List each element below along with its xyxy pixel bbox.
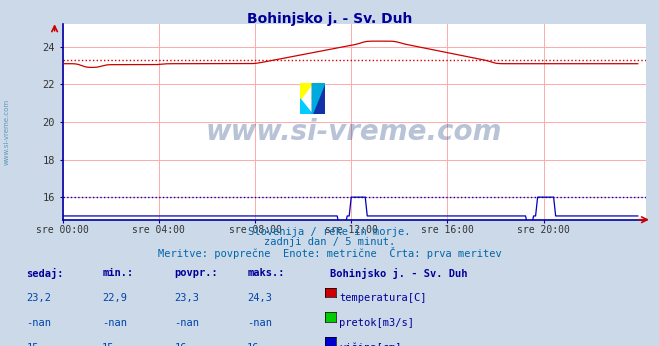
Text: 16: 16 (247, 343, 260, 346)
Text: www.si-vreme.com: www.si-vreme.com (206, 118, 502, 146)
Text: -nan: -nan (175, 318, 200, 328)
Text: Meritve: povprečne  Enote: metrične  Črta: prva meritev: Meritve: povprečne Enote: metrične Črta:… (158, 247, 501, 260)
Text: 15: 15 (26, 343, 39, 346)
Text: -nan: -nan (26, 318, 51, 328)
Text: -nan: -nan (102, 318, 127, 328)
Text: www.si-vreme.com: www.si-vreme.com (3, 98, 9, 165)
Text: 16: 16 (175, 343, 187, 346)
Text: 23,3: 23,3 (175, 293, 200, 303)
Text: Bohinjsko j. - Sv. Duh: Bohinjsko j. - Sv. Duh (247, 12, 412, 26)
Polygon shape (312, 83, 325, 114)
Polygon shape (300, 99, 312, 114)
Text: višina[cm]: višina[cm] (339, 343, 402, 346)
Text: maks.:: maks.: (247, 268, 285, 278)
Text: povpr.:: povpr.: (175, 268, 218, 278)
Text: temperatura[C]: temperatura[C] (339, 293, 427, 303)
Text: -nan: -nan (247, 318, 272, 328)
Text: 22,9: 22,9 (102, 293, 127, 303)
Text: pretok[m3/s]: pretok[m3/s] (339, 318, 415, 328)
Polygon shape (312, 83, 325, 114)
Text: 24,3: 24,3 (247, 293, 272, 303)
Text: zadnji dan / 5 minut.: zadnji dan / 5 minut. (264, 237, 395, 247)
Text: 15: 15 (102, 343, 115, 346)
Text: sedaj:: sedaj: (26, 268, 64, 279)
Text: 23,2: 23,2 (26, 293, 51, 303)
Polygon shape (300, 83, 312, 99)
Text: Slovenija / reke in morje.: Slovenija / reke in morje. (248, 227, 411, 237)
Text: Bohinjsko j. - Sv. Duh: Bohinjsko j. - Sv. Duh (330, 268, 467, 279)
Text: min.:: min.: (102, 268, 133, 278)
